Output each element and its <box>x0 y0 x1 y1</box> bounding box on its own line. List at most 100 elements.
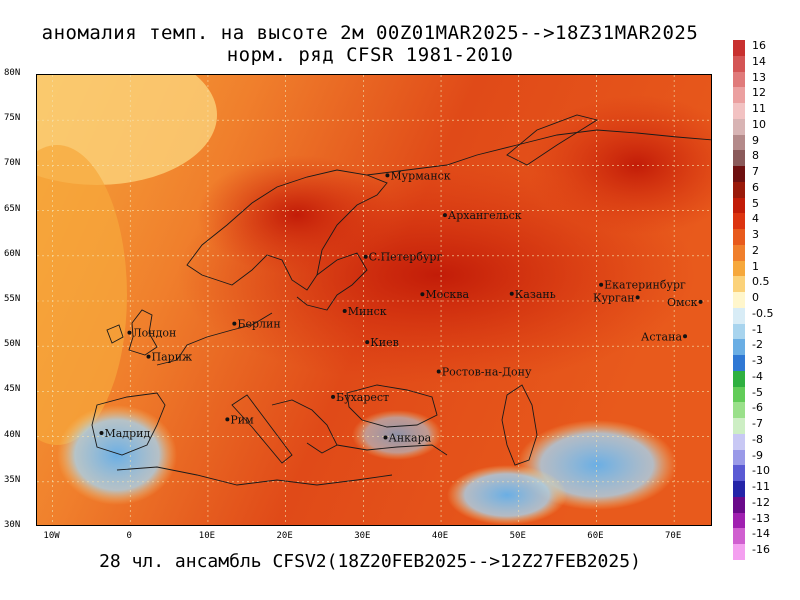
colorbar-label: 0.5 <box>752 275 770 289</box>
colorbar-label: 1 <box>752 259 759 273</box>
colorbar-label: 0 <box>752 291 759 305</box>
colorbar-segment <box>733 481 745 498</box>
colorbar-label: 6 <box>752 180 759 194</box>
coast-ireland <box>106 324 124 344</box>
longitude-label: 0 <box>126 531 132 541</box>
city-label: Екатеринбург <box>604 279 686 292</box>
colorbar-segment <box>733 213 745 230</box>
colorbar-label: -13 <box>752 511 770 525</box>
city-label: Курган <box>593 291 635 304</box>
city-label: Бухарест <box>336 391 389 404</box>
colorbar-segment <box>733 355 745 372</box>
colorbar-label: 4 <box>752 212 759 226</box>
city-label: С.Петербург <box>369 251 443 264</box>
colorbar-label: 16 <box>752 39 766 52</box>
colorbar-label: -10 <box>752 464 770 478</box>
longitude-label: 70E <box>665 531 682 541</box>
longitude-label: 10W <box>43 531 60 541</box>
city-marker <box>436 369 441 374</box>
colorbar-segment <box>733 370 745 388</box>
colorbar-segment <box>733 55 745 72</box>
city-marker <box>225 417 230 422</box>
city-label: Омск <box>667 296 698 309</box>
city-marker <box>442 213 447 218</box>
colorbar-segment <box>733 307 745 325</box>
coast-arctic <box>366 129 711 176</box>
colorbar-label: 14 <box>752 54 766 68</box>
colorbar-segment <box>733 260 745 277</box>
city-label: Минск <box>348 305 387 318</box>
city-marker <box>99 430 104 435</box>
colorbar-label: 13 <box>752 70 766 84</box>
city-marker <box>385 173 390 178</box>
city-marker <box>127 330 132 335</box>
colorbar-segment <box>733 71 745 88</box>
map-title: аномалия темп. на высоте 2м 00Z01MAR2025… <box>41 22 699 44</box>
colorbar-label: -12 <box>752 495 770 509</box>
colorbar-label: -9 <box>752 448 763 462</box>
anomaly-hot-siberia <box>527 95 711 235</box>
coast-mediterranean <box>116 466 393 486</box>
latitude-label: 50N <box>4 339 21 350</box>
longitude-label: 10E <box>198 531 216 541</box>
colorbar-segment <box>733 87 745 104</box>
colorbar-label: -1 <box>752 322 763 336</box>
city-label: Архангельск <box>448 209 522 222</box>
city-marker <box>635 295 640 300</box>
anomaly-cool-atlantic <box>37 145 127 445</box>
city-marker <box>365 340 370 345</box>
colorbar-segment <box>733 229 745 246</box>
colorbar-label: 8 <box>752 149 759 163</box>
colorbar-segment <box>733 386 745 403</box>
latitude-label: 60N <box>4 248 21 259</box>
colorbar-segment <box>733 181 745 199</box>
colorbar-segment <box>733 496 745 514</box>
colorbar-label: 12 <box>752 86 766 100</box>
city-marker <box>331 394 336 399</box>
city-marker <box>599 282 604 287</box>
colorbar-label: -6 <box>752 401 763 415</box>
city-label: Рим <box>230 413 254 426</box>
latitude-label: 75N <box>4 113 21 124</box>
colorbar-label: -4 <box>752 369 763 383</box>
colorbar-label: -3 <box>752 354 763 368</box>
city-marker <box>683 334 688 339</box>
colorbar <box>733 40 745 561</box>
city-marker <box>420 292 425 297</box>
city-label: Мурманск <box>390 169 450 182</box>
city-label: Астана <box>641 330 682 343</box>
colorbar-label: 10 <box>752 117 766 131</box>
colorbar-label: -0.5 <box>752 306 774 320</box>
coast-turkey-south <box>336 444 448 456</box>
city-marker <box>509 291 514 296</box>
colorbar-label: 3 <box>752 228 759 242</box>
colorbar-label: 9 <box>752 133 759 147</box>
city-label: Ростов-на-Дону <box>442 366 532 379</box>
city-label: Киев <box>370 336 399 349</box>
colorbar-label: 5 <box>752 196 759 210</box>
colorbar-segment <box>733 339 745 356</box>
city-labels: Мурманск Архангельск С.Петербург Екатеринбу… <box>99 169 703 445</box>
city-marker <box>146 354 151 359</box>
coast-black-sea <box>346 384 438 428</box>
city-label: Берлин <box>237 318 280 331</box>
coast-novaya-zemlya <box>506 114 599 166</box>
coast-europe-west <box>156 312 273 366</box>
colorbar-label: -5 <box>752 385 763 399</box>
colorbar-segment <box>733 292 745 309</box>
colorbar-segment <box>733 544 745 561</box>
coast-baltic <box>296 252 368 311</box>
colorbar-segment <box>733 465 745 482</box>
colorbar-segment <box>733 134 745 151</box>
anomaly-cold-iberia <box>57 405 177 505</box>
colorbar-label: -2 <box>752 338 763 352</box>
coast-italy <box>231 394 293 464</box>
colorbar-segment <box>733 244 745 262</box>
longitude-label: 40E <box>431 531 449 541</box>
colorbar-segment <box>733 276 745 293</box>
city-marker <box>698 299 703 304</box>
latitude-label: 55N <box>4 294 21 304</box>
city-label: Казань <box>515 288 556 301</box>
latitude-label: 30N <box>4 520 21 530</box>
longitude-label: 30E <box>354 531 371 541</box>
